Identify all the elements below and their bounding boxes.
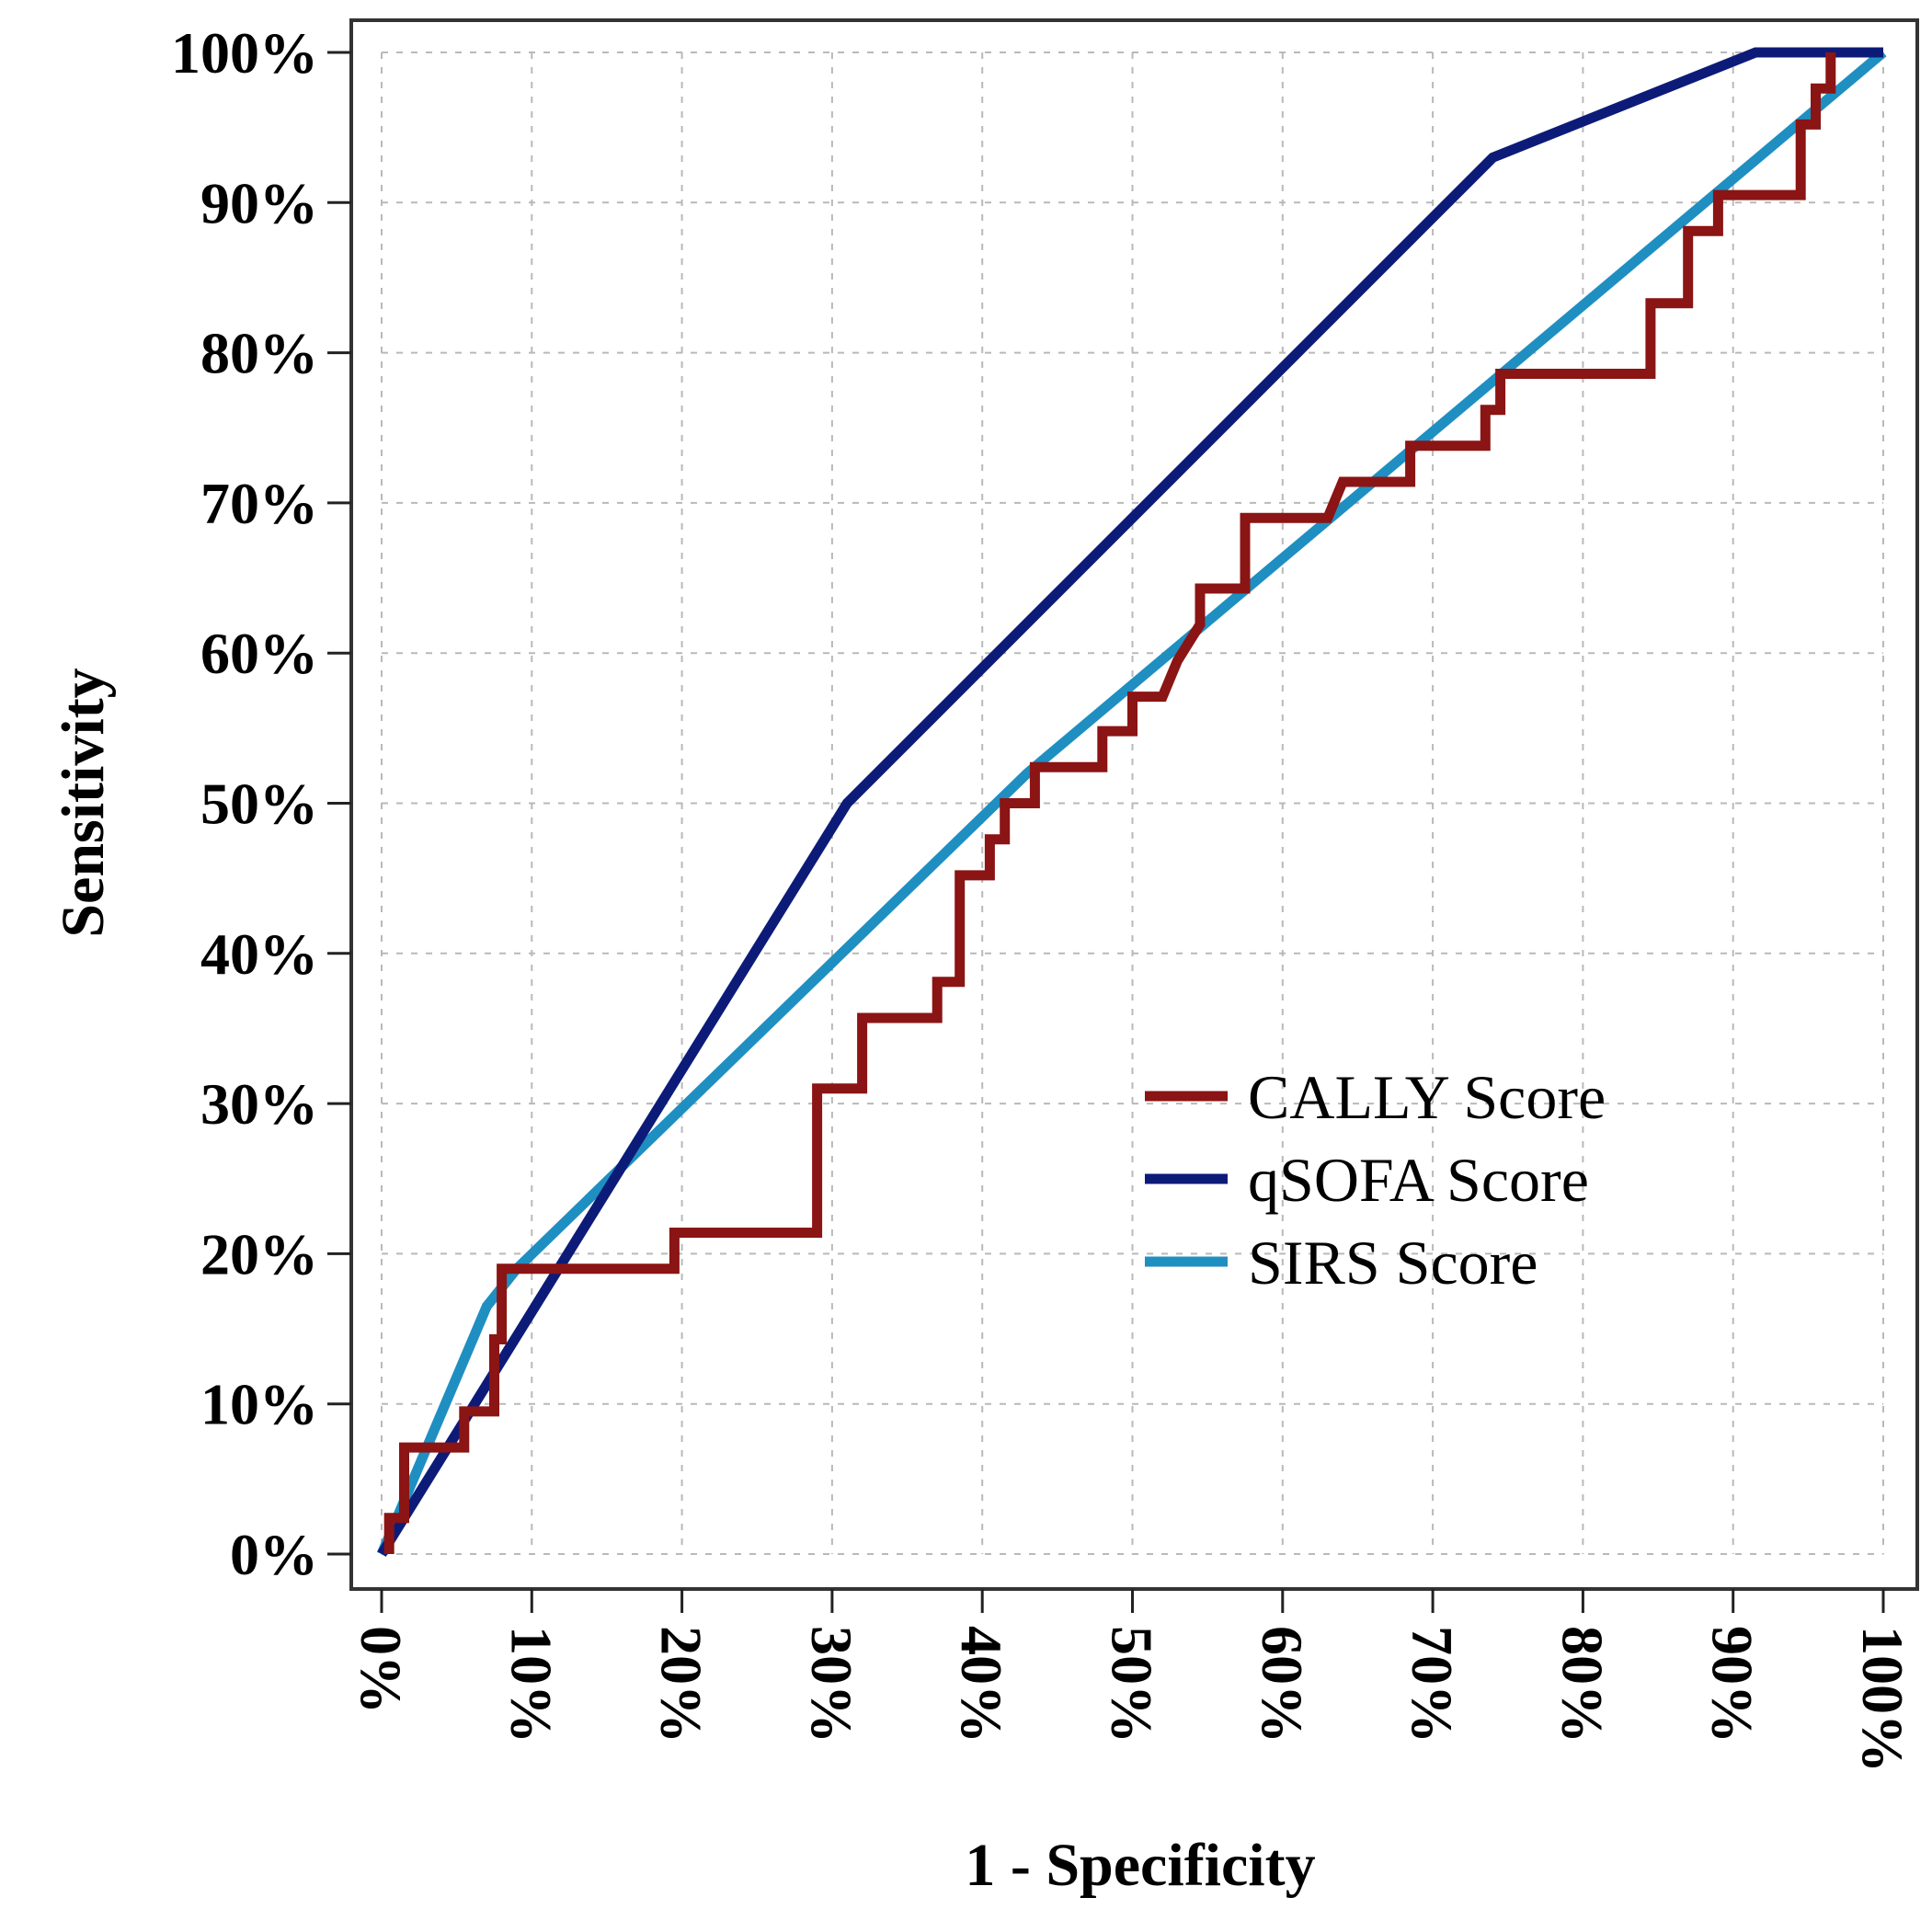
y-axis-title: Sensitivity [50,668,117,937]
y-tick-label: 80% [200,321,318,386]
legend-label-sirs: SIRS Score [1248,1228,1538,1298]
x-tick-label: 50% [1100,1626,1165,1743]
x-tick-label: 100% [1850,1626,1915,1773]
x-tick-label: 30% [799,1626,864,1743]
y-tick-label: 0% [230,1522,318,1587]
x-tick-label: 10% [498,1626,564,1743]
y-tick-label: 50% [200,772,318,837]
x-tick-label: 40% [949,1626,1014,1743]
y-tick-label: 10% [200,1372,318,1437]
x-axis-tick-labels: 0% 10% 20% 30% 40% 50% 60% 70% 80% 90% 100% [349,1626,1915,1773]
y-tick-label: 20% [200,1221,318,1286]
y-tick-label: 60% [200,621,318,686]
y-tick-label: 40% [200,921,318,987]
legend: CALLY Score qSOFA Score SIRS Score [1145,1062,1606,1298]
plot-frame [349,18,1919,1591]
legend-label-cally: CALLY Score [1248,1062,1606,1132]
series-lines [376,47,1887,1557]
series-line-cally-score [383,52,1836,1554]
y-tick-label: 30% [200,1071,318,1137]
legend-label-qsofa: qSOFA Score [1248,1145,1589,1215]
x-tick-label: 70% [1400,1626,1465,1743]
axis-ticks [327,51,1885,1613]
y-tick-label: 70% [200,471,318,536]
x-tick-label: 60% [1250,1626,1315,1743]
x-axis-title: 1 - Specificity [965,1832,1315,1899]
y-axis-tick-labels: 0% 10% 20% 30% 40% 50% 60% 70% 80% 90% 100% [171,20,318,1587]
x-tick-label: 20% [649,1626,714,1743]
y-tick-label: 100% [171,20,318,86]
y-tick-label: 90% [200,170,318,235]
series-line-qsofa-score [377,47,1883,1557]
x-tick-label: 0% [349,1626,414,1714]
x-tick-label: 90% [1700,1626,1766,1743]
x-tick-label: 80% [1549,1626,1615,1743]
